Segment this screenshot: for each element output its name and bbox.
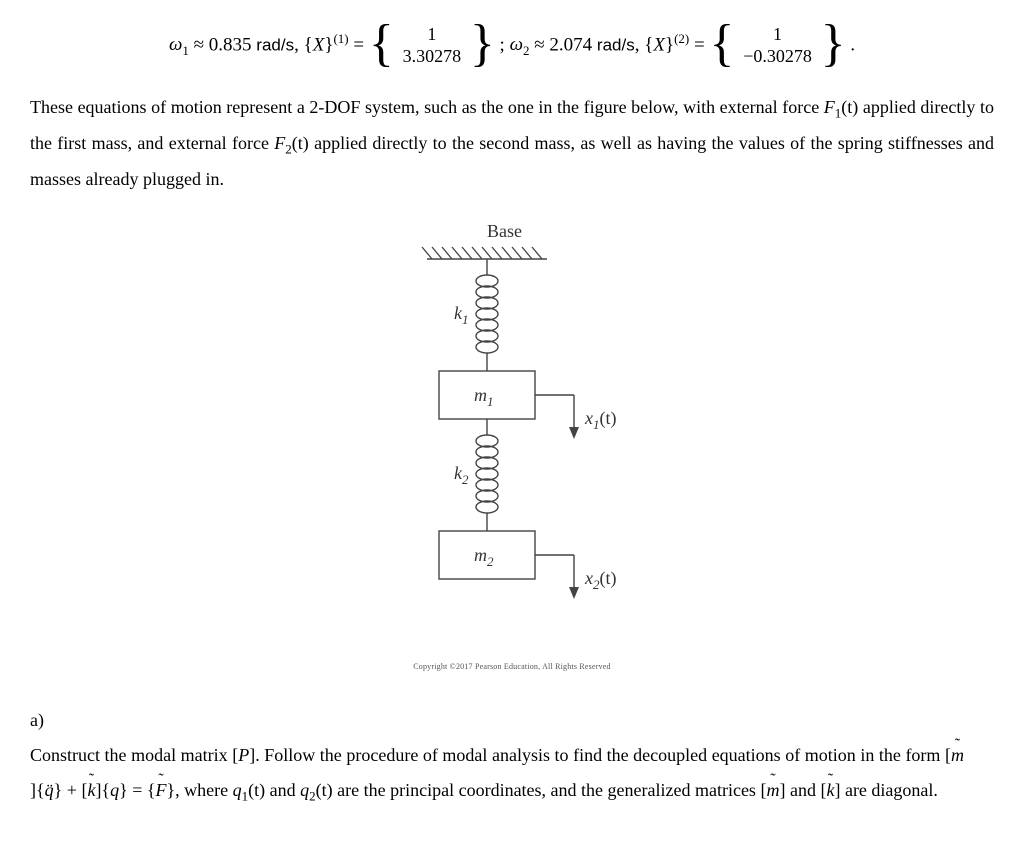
qa-part1: Construct the modal matrix [30,745,232,765]
k-tilde: k [87,773,95,808]
X2: X [653,34,665,55]
omega2-sub: 2 [523,43,530,58]
omega2-value: 2.074 [549,34,592,55]
vec2-bot: −0.30278 [743,46,812,68]
vec1-top: 1 [403,24,462,46]
omega1-value: 0.835 [209,34,252,55]
F2: F [274,133,285,153]
sup2: (2) [674,31,689,46]
omega1-sub: 1 [182,43,189,58]
qa-part3: , where [175,780,232,800]
k2-label: k2 [454,463,469,487]
m-tilde: m [951,738,964,773]
eq2: = [694,34,705,55]
omega2-symbol: ω [510,34,523,55]
question-a-label: a) [30,703,56,738]
m-tilde2: m [766,773,779,808]
qa-part4: are the principal coordinates, and the g… [333,780,761,800]
and2: and [785,780,820,800]
qa-part5: are diagonal. [840,780,937,800]
vector2: { 1 −0.30278 } [709,20,845,72]
approx1: ≈ [194,34,204,55]
x2-label: x2(t) [584,568,617,592]
q2: q [300,780,309,800]
description-paragraph: These equations of motion represent a 2-… [30,90,994,197]
F1-arg: (t) [841,97,858,117]
eq-sign: = [128,780,147,800]
plus: + [62,780,81,800]
modal-equation: ω1 ≈ 0.835 rad/s, {X}(1) = { 1 3.30278 }… [30,20,994,72]
X1: X [313,34,325,55]
eq1: = [353,34,364,55]
vec2-top: 1 [743,24,812,46]
F-tilde: F [156,773,167,808]
q2-arg: (t) [316,780,333,800]
units2: rad/s [597,35,635,54]
question-a: a) Construct the modal matrix [P]. Follo… [30,703,994,809]
k-tilde2: k [826,773,834,808]
x1-label: x1(t) [584,408,617,432]
base-label: Base [487,221,522,241]
k1-label: k1 [454,303,469,327]
sup1: (1) [333,31,348,46]
omega1-symbol: ω [169,34,182,55]
vector1: { 1 3.30278 } [369,20,495,72]
qa-part2: . Follow the procedure of modal analysis… [255,745,945,765]
two-dof-figure: Base k1 [30,219,994,675]
approx2: ≈ [534,34,544,55]
and: and [265,780,300,800]
q1-arg: (t) [248,780,265,800]
figure-copyright: Copyright ©2017 Pearson Education, All R… [30,660,994,675]
F2-arg: (t) [292,133,309,153]
q1: q [233,780,242,800]
P-matrix: P [238,745,249,765]
F1: F [824,97,835,117]
vec1-bot: 3.30278 [403,46,462,68]
q: q [110,780,119,800]
qddot: q̈ [45,780,54,800]
units1: rad/s [256,35,294,54]
eq-period: . [850,34,855,55]
para-part1: These equations of motion represent a 2-… [30,97,824,117]
